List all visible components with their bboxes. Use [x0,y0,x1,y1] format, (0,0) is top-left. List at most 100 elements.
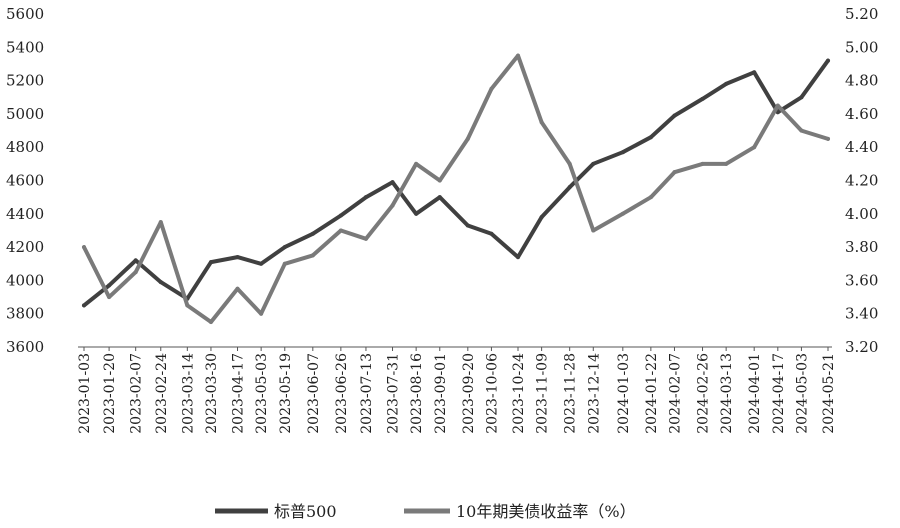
legend-label-treasury-yield: 10年期美债收益率（%） [456,502,636,521]
x-tick-label: 2023-06-07 [306,353,322,434]
left-tick-label: 3600 [6,338,44,356]
treasury-yield-point [724,161,729,166]
sp500-point [516,255,520,260]
right-tick-label: 3.40 [845,305,878,323]
right-axis-ticks: 5.20 5.00 4.80 4.60 4.40 4.20 4.00 3.80 3.60 3.40… [845,5,878,356]
treasury-yield-point [185,303,190,308]
x-tick-label: 2023-10-06 [484,353,500,434]
series-line-treasury-yield [82,53,830,324]
x-tick-label: 2023-10-24 [511,353,527,434]
x-tick-label: 2024-02-07 [667,353,683,434]
sp500-point [390,180,395,185]
treasury-yield-point [826,136,830,141]
x-tick-label: 2024-02-26 [696,353,712,434]
x-tick-label: 2023-02-07 [129,353,145,434]
treasury-yield-point [648,195,653,200]
treasury-yield-point [82,245,86,250]
left-tick-label: 4600 [6,172,44,190]
treasury-yield-point [489,86,494,91]
left-tick-label: 3800 [6,305,44,323]
x-tick-label: 2024-04-01 [747,353,763,434]
treasury-yield-point [591,228,596,233]
right-tick-label: 4.00 [845,205,878,223]
treasury-yield-point [158,220,163,225]
treasury-yield-point [700,161,705,166]
right-tick-label: 3.20 [845,338,878,356]
left-tick-label: 5400 [6,38,44,56]
x-tick-label: 2023-11-09 [535,353,551,434]
sp500-point [648,135,653,140]
treasury-yield-point [338,228,343,233]
left-axis-ticks: 5600 5400 5200 5000 4800 4600 4400 4200 4000 3800… [6,5,44,356]
right-tick-label: 4.60 [845,105,878,123]
sp500-point [208,260,213,265]
x-tick-label: 2023-06-26 [334,353,350,434]
legend: 标普500 10年期美债收益率（%） [215,502,636,521]
treasury-yield-point [414,161,419,166]
x-tick-label: 2023-03-14 [180,353,196,434]
x-tick-label: 2023-02-24 [154,353,170,434]
sp500-point [826,58,830,63]
x-tick-label: 2024-01-22 [644,353,660,434]
treasury-yield-point [133,270,138,275]
sp500-point [259,261,264,266]
sp500-point [158,280,163,285]
left-tick-label: 4400 [6,205,44,223]
x-tick-label: 2023-07-13 [359,353,375,434]
sp500-point [338,213,343,218]
x-tick-label: 2023-11-28 [563,353,579,434]
sp500-point [235,255,240,260]
treasury-yield-point [567,161,572,166]
treasury-yield-point [310,253,315,258]
x-tick-label: 2023-05-03 [254,353,270,434]
x-tick-label: 2023-01-20 [102,353,118,434]
x-tick-label: 2023-07-31 [386,353,402,434]
sp500-point [82,303,86,308]
left-tick-label: 4000 [6,271,44,289]
sp500-point [724,81,729,86]
treasury-yield-point [620,211,625,216]
right-tick-label: 5.00 [845,38,878,56]
treasury-yield-point [799,128,804,133]
sp500-point [672,113,677,118]
right-tick-label: 3.60 [845,271,878,289]
treasury-yield-point [259,311,264,316]
treasury-yield-point [208,320,213,325]
treasury-yield-point [235,286,240,291]
treasury-yield-point [516,53,520,58]
sp500-point [700,96,705,101]
left-tick-label: 4800 [6,138,44,156]
treasury-yield-point [107,295,112,300]
x-tick-label: 2023-05-19 [278,353,294,434]
left-tick-label: 4200 [6,238,44,256]
treasury-yield-point [390,203,395,208]
treasury-yield-point [539,120,544,125]
left-tick-label: 5600 [6,5,44,23]
x-tick-label: 2024-05-21 [821,353,837,434]
treasury-yield-point [465,136,470,141]
x-tick-label: 2023-01-03 [77,353,93,434]
right-tick-label: 4.80 [845,72,878,90]
right-tick-label: 3.80 [845,238,878,256]
series-layer [82,53,830,325]
sp500-point [799,95,804,100]
x-tick-label: 2024-05-03 [794,353,810,434]
x-tick-label: 2024-01-03 [616,353,632,434]
sp500-point [539,215,544,220]
x-tick-label: 2023-08-16 [409,353,425,434]
x-axis-ticks: 2023-01-03 2023-01-20 2023-02-07 2023-02-24… [77,347,837,434]
x-tick-label: 2023-04-17 [231,353,247,434]
sp500-point [282,245,287,250]
right-tick-label: 4.20 [845,172,878,190]
sp500-point [567,185,572,190]
right-tick-label: 5.20 [845,5,878,23]
x-tick-label: 2024-04-17 [771,353,787,434]
sp500-point [133,258,138,263]
sp500-point [752,70,757,75]
left-tick-label: 5000 [6,105,44,123]
sp500-point [363,195,368,200]
treasury-yield-point [282,261,287,266]
treasury-yield-point [775,103,780,108]
treasury-yield-point [363,236,368,241]
